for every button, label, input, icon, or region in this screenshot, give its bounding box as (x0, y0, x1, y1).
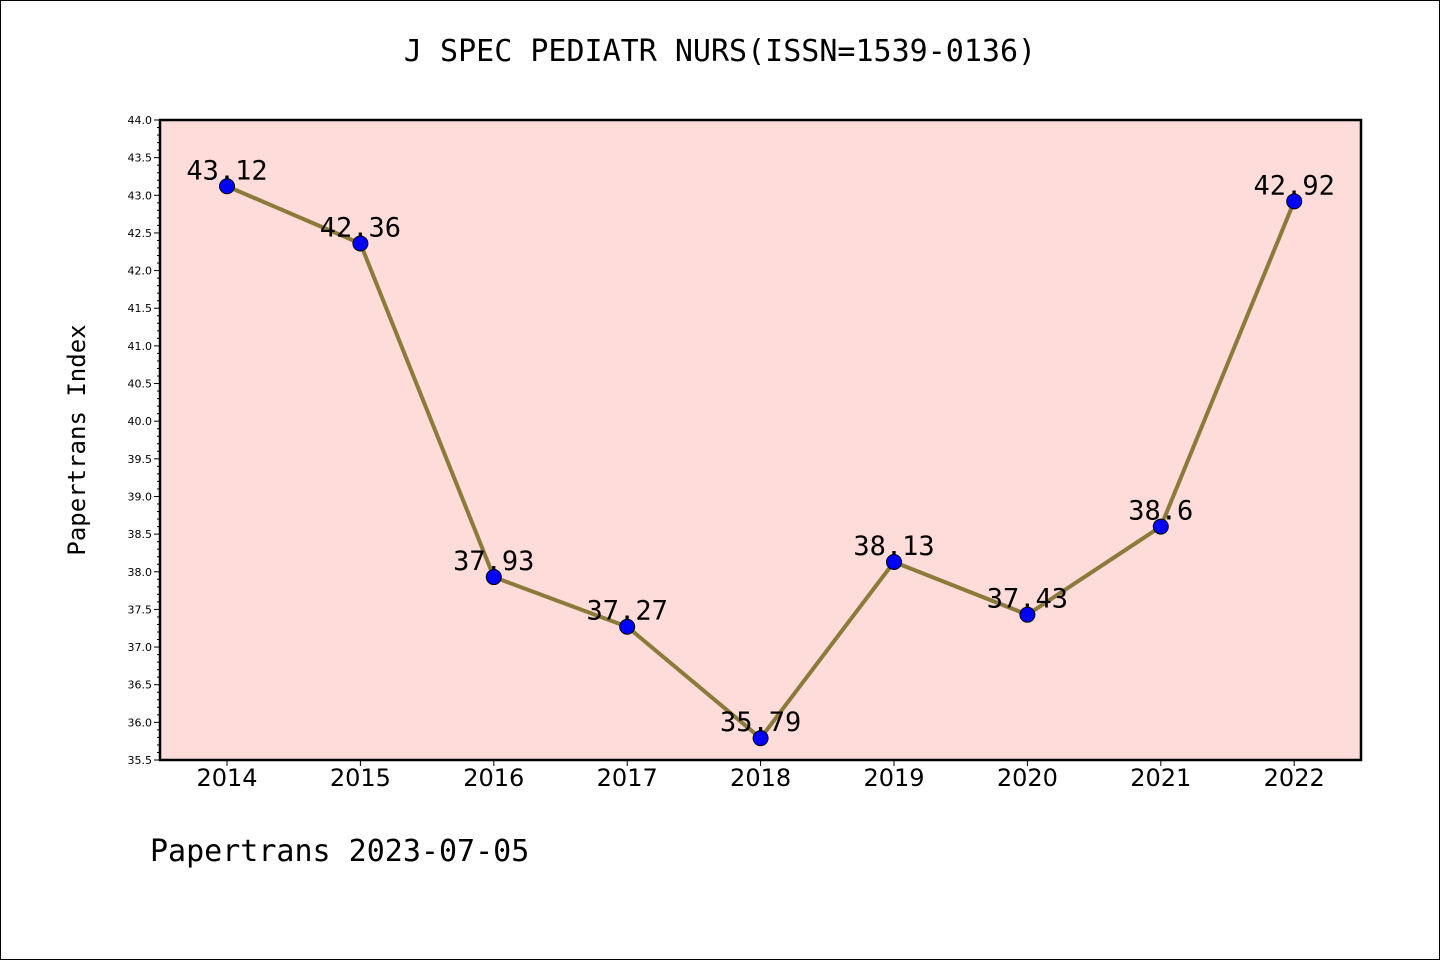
x-tick-label: 2021 (1130, 764, 1191, 792)
y-tick-label: 39.0 (128, 490, 153, 503)
footer-note: Papertrans 2023-07-05 (150, 834, 530, 869)
y-tick-label: 42.5 (128, 227, 153, 240)
data-point (619, 618, 636, 635)
y-axis-label: Papertrans Index (63, 324, 91, 555)
x-tick-label: 2017 (597, 764, 658, 792)
y-tick-label: 44.0 (128, 114, 153, 127)
y-tick-label: 41.5 (128, 302, 153, 315)
data-point (485, 569, 502, 586)
y-tick-label: 40.5 (128, 378, 153, 391)
y-tick-label: 38.5 (128, 528, 153, 541)
data-label: 42.36 (320, 212, 401, 243)
data-point (1286, 193, 1303, 210)
x-tick-label: 2020 (997, 764, 1058, 792)
axes-frame (158, 118, 1363, 762)
plot-area (160, 120, 1361, 760)
data-label: 38.6 (1128, 496, 1193, 527)
x-tick-label: 2022 (1264, 764, 1325, 792)
y-tick-label: 43.0 (128, 189, 153, 202)
data-label: 37.27 (587, 596, 668, 627)
data-point (1019, 606, 1036, 623)
y-tick-label: 35.5 (128, 754, 153, 767)
y-tick-label: 36.0 (128, 716, 153, 729)
data-label: 37.43 (987, 584, 1068, 615)
data-label: 35.79 (720, 707, 801, 738)
x-tick-label: 2018 (730, 764, 791, 792)
x-tick-label: 2015 (330, 764, 391, 792)
y-tick-label: 43.5 (128, 152, 153, 165)
data-point (1152, 518, 1169, 535)
data-point (886, 553, 902, 570)
data-point (352, 235, 369, 252)
y-tick-label: 42.0 (128, 265, 153, 278)
data-label: 43.12 (186, 155, 267, 186)
data-point (219, 178, 235, 195)
y-tick-label: 38.0 (128, 566, 153, 579)
chart-title: J SPEC PEDIATR NURS(ISSN=1539-0136) (403, 34, 1037, 69)
x-tick-label: 2019 (863, 764, 924, 792)
y-tick-label: 36.5 (128, 679, 153, 692)
y-tick-label: 41.0 (128, 340, 153, 353)
y-tick-label: 39.5 (128, 453, 153, 466)
y-tick-label: 37.0 (128, 641, 153, 654)
x-tick-label: 2014 (196, 764, 257, 792)
y-tick-label: 37.5 (128, 603, 153, 616)
data-label: 42.92 (1254, 170, 1335, 201)
data-label: 37.93 (453, 546, 534, 577)
y-tick-label: 40.0 (128, 415, 153, 428)
data-label: 38.13 (853, 531, 934, 562)
x-tick-label: 2016 (463, 764, 524, 792)
data-point (752, 730, 769, 747)
